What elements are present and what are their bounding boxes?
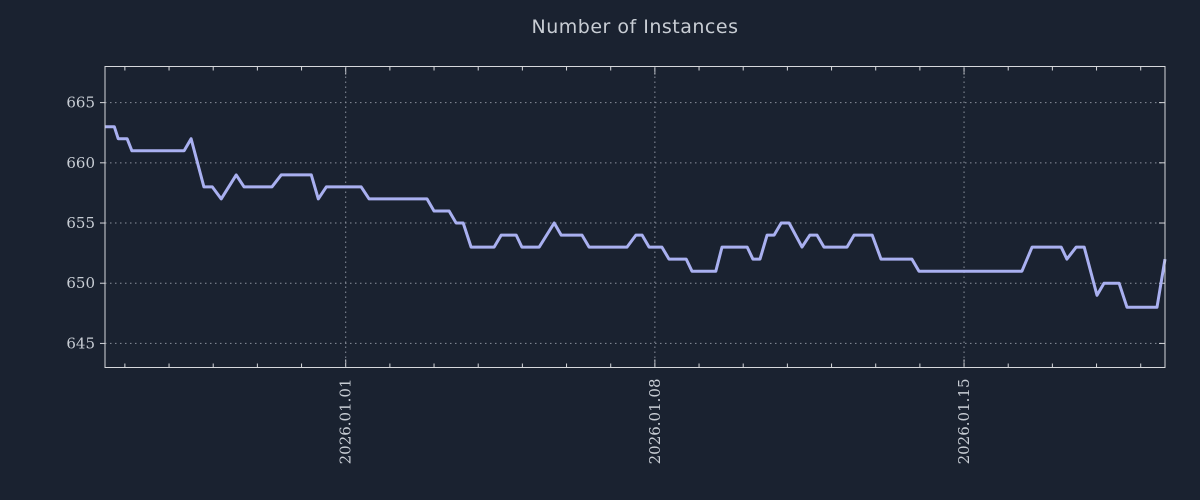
y-tick-label: 660: [66, 154, 95, 172]
instances-series-line: [105, 125, 1167, 309]
x-tick-label: 2026.01.08: [646, 379, 664, 465]
y-tick-label: 665: [66, 94, 95, 112]
x-tick-label: 2026.01.15: [955, 379, 973, 465]
chart-title: Number of Instances: [531, 16, 739, 38]
y-tick-label: 645: [66, 334, 95, 352]
y-tick-label: 650: [66, 274, 95, 292]
plot-border: [104, 66, 1166, 368]
y-tick-label: 655: [66, 214, 95, 232]
x-tick-label: 2026.01.01: [337, 379, 355, 465]
